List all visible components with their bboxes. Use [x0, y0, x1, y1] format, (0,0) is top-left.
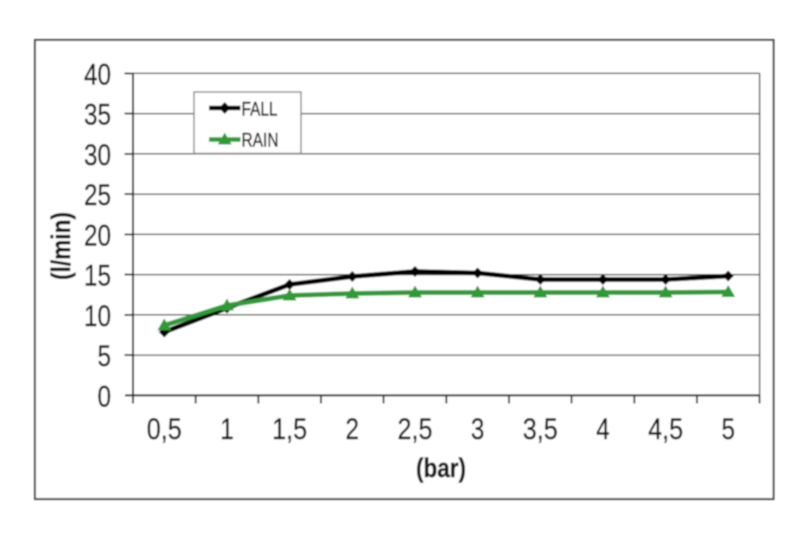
svg-text:30: 30 — [84, 139, 111, 172]
svg-text:(l/min): (l/min) — [46, 212, 76, 280]
svg-text:3: 3 — [471, 413, 485, 446]
svg-text:4: 4 — [596, 413, 610, 446]
svg-text:40: 40 — [84, 58, 111, 91]
svg-text:0: 0 — [98, 380, 112, 413]
svg-text:2,5: 2,5 — [398, 413, 433, 446]
svg-text:5: 5 — [98, 340, 112, 373]
svg-text:10: 10 — [84, 300, 111, 333]
svg-text:35: 35 — [84, 99, 111, 132]
svg-text:25: 25 — [84, 179, 111, 212]
svg-text:3,5: 3,5 — [523, 413, 558, 446]
svg-text:(bar): (bar) — [416, 453, 466, 483]
svg-text:2: 2 — [346, 413, 360, 446]
svg-text:FALL: FALL — [242, 99, 278, 121]
svg-text:RAIN: RAIN — [242, 130, 279, 152]
svg-text:4,5: 4,5 — [648, 413, 683, 446]
svg-text:0,5: 0,5 — [147, 413, 182, 446]
svg-text:15: 15 — [84, 260, 111, 293]
svg-text:20: 20 — [84, 219, 111, 252]
svg-text:1,5: 1,5 — [272, 413, 307, 446]
svg-text:1: 1 — [220, 413, 234, 446]
svg-text:5: 5 — [721, 413, 735, 446]
